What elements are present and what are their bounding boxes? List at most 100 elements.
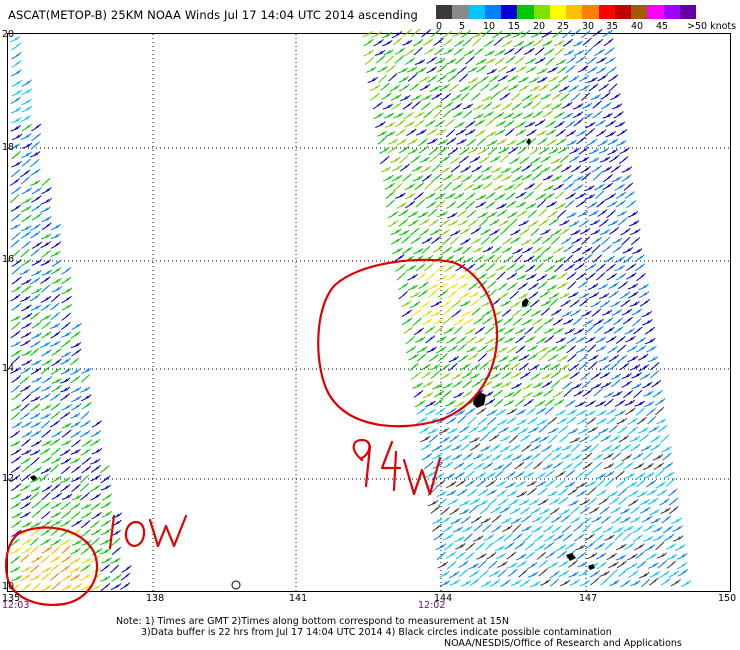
left-swath-wind-barbs xyxy=(9,35,132,592)
wind-barb xyxy=(598,218,609,227)
wind-barb xyxy=(575,199,587,208)
wind-barb xyxy=(90,520,100,529)
wind-barb xyxy=(573,523,583,532)
wind-barb xyxy=(630,228,641,236)
wind-barb xyxy=(371,31,382,39)
wind-barb xyxy=(530,227,540,237)
wind-barb xyxy=(598,292,610,300)
wind-barb xyxy=(626,272,637,280)
wind-barb xyxy=(648,425,660,433)
wind-barb xyxy=(71,494,82,501)
wind-barb xyxy=(70,566,81,574)
wind-barb xyxy=(51,384,62,393)
wind-barb xyxy=(459,227,471,235)
wind-barb xyxy=(520,29,531,38)
wind-barb xyxy=(459,147,470,156)
wind-barb xyxy=(402,246,413,254)
wind-barb xyxy=(542,452,552,461)
wind-barb xyxy=(402,101,413,110)
wind-barb xyxy=(568,363,579,372)
wind-barb xyxy=(21,430,33,438)
wind-barb xyxy=(505,471,516,479)
wind-barb xyxy=(566,416,577,425)
wind-barb xyxy=(493,184,504,191)
wind-barb xyxy=(497,418,508,426)
wind-barb xyxy=(609,226,620,235)
wind-barb xyxy=(573,460,584,470)
wind-barb xyxy=(545,120,556,128)
wind-barb xyxy=(465,336,477,344)
wind-barb xyxy=(535,57,546,65)
wind-barb xyxy=(602,112,613,119)
wind-barb xyxy=(479,569,489,578)
wind-barb xyxy=(663,533,675,542)
wind-barb xyxy=(451,372,462,380)
wind-barb xyxy=(457,282,469,290)
wind-barb xyxy=(444,473,455,479)
wind-barb xyxy=(383,49,394,56)
wind-barb xyxy=(543,192,555,200)
wind-barb xyxy=(572,40,583,47)
wind-barb xyxy=(529,85,541,92)
wind-barb xyxy=(40,233,52,240)
wind-barb xyxy=(667,488,678,497)
wind-barb xyxy=(447,427,458,434)
wind-barb xyxy=(570,28,581,37)
wind-barb xyxy=(439,229,450,237)
wind-barb xyxy=(439,436,451,444)
wind-barb xyxy=(549,497,560,505)
wind-barb xyxy=(497,568,507,578)
wind-barb xyxy=(536,551,547,560)
wind-barb xyxy=(537,487,548,496)
wind-barb xyxy=(478,75,489,84)
wind-barb xyxy=(381,92,392,100)
wind-barb xyxy=(589,570,601,578)
wind-barb xyxy=(21,546,32,555)
wind-barb xyxy=(446,68,457,75)
wind-barb xyxy=(536,274,548,282)
wind-barb xyxy=(50,563,60,572)
wind-barb xyxy=(40,467,52,474)
wind-barb xyxy=(50,302,60,311)
wind-barb xyxy=(475,201,487,209)
wind-barb xyxy=(548,148,559,155)
wind-barb xyxy=(615,543,627,551)
wind-barb xyxy=(597,283,609,290)
wind-barb xyxy=(544,469,555,478)
wind-barb xyxy=(521,308,532,317)
wind-barb xyxy=(71,395,82,403)
wind-barb xyxy=(636,560,647,569)
island xyxy=(522,298,529,307)
wind-barb xyxy=(30,421,42,428)
wind-barb xyxy=(396,272,406,281)
wind-barb xyxy=(40,314,51,322)
wind-barb xyxy=(439,363,450,372)
wind-barb xyxy=(430,300,442,308)
wind-barb xyxy=(11,249,21,259)
wind-barb xyxy=(599,506,610,515)
wind-barb xyxy=(612,390,623,397)
wind-barb xyxy=(574,533,585,542)
wind-barb xyxy=(70,412,81,419)
wind-barb xyxy=(596,56,607,64)
wind-barb xyxy=(550,370,561,379)
wind-barb xyxy=(405,345,417,354)
wind-barb xyxy=(504,541,515,550)
wind-barb xyxy=(514,461,525,470)
wind-barb xyxy=(29,311,40,320)
wind-barb xyxy=(600,381,612,389)
wind-barb xyxy=(606,200,618,208)
wind-barb xyxy=(576,482,587,489)
wind-barb xyxy=(531,526,543,533)
wind-barb xyxy=(617,488,628,497)
wind-barb xyxy=(468,425,479,434)
wind-barb xyxy=(483,111,494,118)
wind-barb xyxy=(506,551,517,560)
wind-barb xyxy=(469,363,481,372)
wind-barb xyxy=(620,228,631,236)
wind-barb xyxy=(532,317,543,326)
wind-barb xyxy=(536,67,548,75)
wind-barb xyxy=(527,353,538,361)
wind-barb xyxy=(538,146,550,155)
wind-barb xyxy=(498,219,510,227)
